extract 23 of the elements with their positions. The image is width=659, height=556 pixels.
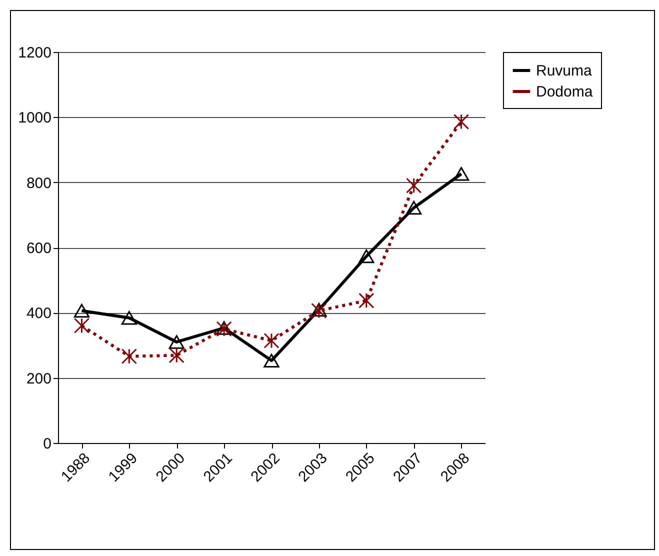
y-tick-label: 1000: [18, 110, 52, 127]
y-tick-label: 400: [26, 305, 52, 322]
y-tick-label: 800: [26, 174, 52, 192]
y-tick-label: 600: [26, 240, 52, 257]
y-tick-label: 200: [26, 370, 52, 388]
point: [406, 178, 422, 194]
legend-label: Dodoma: [536, 84, 594, 100]
point: [121, 348, 137, 364]
point: [121, 311, 137, 325]
y-tick-label: 0: [43, 436, 52, 452]
y-tick-label: 1200: [18, 44, 52, 62]
point: [264, 332, 280, 349]
point: [406, 200, 422, 215]
legend-label: Ruvuma: [536, 62, 593, 80]
point: [264, 354, 280, 368]
point: [74, 318, 90, 334]
point: [168, 335, 184, 349]
point: [74, 304, 90, 318]
point: [453, 114, 470, 130]
point: [358, 249, 374, 264]
point: [358, 292, 374, 308]
point: [168, 348, 184, 364]
point: [453, 166, 470, 181]
